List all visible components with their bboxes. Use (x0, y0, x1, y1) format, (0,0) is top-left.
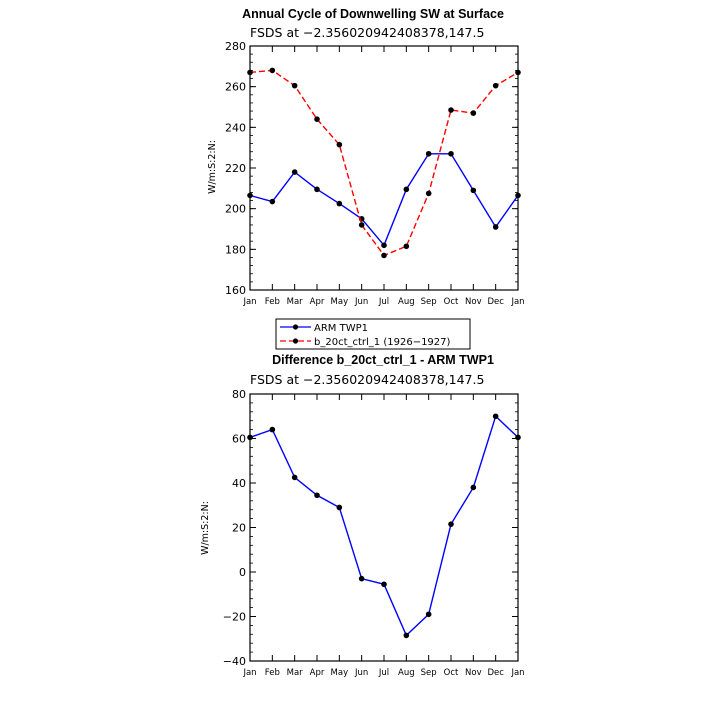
y-tick-label: 220 (225, 162, 246, 175)
plot-frame (249, 45, 519, 291)
data-point (492, 224, 499, 230)
x-tick-label: Aug (398, 297, 415, 307)
y-tick-label: 60 (232, 433, 246, 446)
y-tick-label: 260 (225, 81, 246, 94)
chart-subtitle: FSDS at −2.356020942408378,147.5 (250, 25, 484, 40)
y-tick-label: 180 (225, 243, 246, 256)
series-line-series (249, 414, 519, 637)
x-tick-label: Mar (287, 668, 304, 678)
data-point (425, 190, 432, 197)
y-tick-label: 20 (232, 522, 246, 535)
data-point (403, 632, 410, 639)
x-tick-label: Jan (242, 668, 256, 678)
series-line-arm-twp1 (249, 153, 519, 247)
data-point (336, 504, 343, 511)
y-tick-label: −40 (223, 655, 246, 668)
data-point (358, 222, 365, 228)
legend-label-b-20ct-ctrl-1: b_20ct_ctrl_1 (1926−1927) (314, 337, 451, 348)
series-line-b-20ct-ctrl-1-1926-1927 (249, 69, 519, 257)
x-tick-label: Apr (310, 297, 325, 307)
x-tick-label: Nov (465, 297, 482, 307)
x-tick-label: Sep (421, 297, 437, 307)
x-tick-label: Jan (510, 297, 524, 307)
y-tick-label: 0 (239, 566, 246, 579)
y-axis-label: W/m:S:2:N: (207, 140, 218, 194)
data-point (358, 575, 365, 582)
legend-marker-b-20ct-ctrl-1 (292, 338, 299, 344)
data-point (403, 186, 410, 193)
plot-area: 160 180 200 220 240 260 280 Jan Feb Mar Apr May Jun J… (225, 40, 525, 307)
data-point (448, 521, 454, 527)
x-tick-label: Oct (444, 297, 459, 307)
data-point (470, 187, 477, 194)
x-tick-label: Feb (265, 297, 280, 307)
y-axis-label: W/m:S:2:N: (200, 501, 211, 555)
data-point (314, 116, 320, 122)
y-tick-label: 160 (225, 284, 246, 297)
chart-title: Difference b_20ct_ctrl_1 - ARM TWP1 (272, 353, 494, 367)
y-tick-label: 280 (225, 40, 246, 53)
x-tick-label: Jul (378, 297, 389, 307)
data-point (291, 82, 298, 89)
plot-area: −40 −20 0 20 40 60 80 Jan Feb Mar Apr May Jun Jul Aug S… (223, 388, 525, 678)
x-tick-label: Mar (287, 297, 304, 307)
y-tick-label: 40 (232, 477, 246, 490)
legend-label-arm-twp1: ARM TWP1 (314, 323, 368, 334)
legend-marker-arm-twp1 (292, 324, 299, 330)
plot-frame (249, 393, 519, 662)
data-point (492, 82, 499, 89)
y-tick-label: 80 (232, 388, 246, 401)
data-point (425, 611, 432, 618)
data-point (381, 581, 387, 588)
x-tick-label: Jan (510, 668, 524, 678)
x-tick-label: Jun (354, 297, 368, 307)
data-point (448, 107, 454, 113)
x-tick-label: Dec (487, 668, 504, 678)
x-tick-label: Oct (444, 668, 459, 678)
chart-title: Annual Cycle of Downwelling SW at Surfac… (242, 7, 504, 21)
data-point (470, 484, 477, 491)
x-tick-label: May (331, 668, 349, 678)
data-point (381, 242, 387, 249)
data-point (470, 110, 477, 116)
legend: ARM TWP1 b_20ct_ctrl_1 (1926−1927) (275, 318, 471, 350)
data-point (291, 169, 298, 175)
data-point (291, 474, 298, 481)
data-point (269, 426, 276, 433)
x-tick-label: Aug (398, 668, 415, 678)
difference-chart: Difference b_20ct_ctrl_1 - ARM TWP1 FSDS… (200, 353, 525, 678)
data-point (492, 413, 499, 420)
x-tick-label: Jun (354, 668, 368, 678)
chart-subtitle: FSDS at −2.356020942408378,147.5 (250, 372, 484, 387)
data-point (269, 198, 276, 205)
data-point (269, 67, 276, 74)
x-tick-label: Nov (465, 668, 482, 678)
data-point (425, 150, 432, 157)
data-point (381, 252, 387, 259)
x-tick-label: May (331, 297, 349, 307)
annual-cycle-chart: Annual Cycle of Downwelling SW at Surfac… (207, 7, 525, 350)
x-tick-label: Apr (310, 668, 325, 678)
data-point (336, 141, 343, 148)
y-tick-label: 240 (225, 121, 246, 134)
data-point (336, 200, 343, 207)
x-tick-label: Feb (265, 668, 280, 678)
data-point (403, 243, 410, 250)
x-tick-label: Dec (487, 297, 504, 307)
data-point (314, 492, 320, 499)
data-point (448, 150, 454, 157)
x-tick-label: Sep (421, 668, 437, 678)
x-tick-label: Jul (378, 668, 389, 678)
x-tick-label: Jan (242, 297, 256, 307)
legend-box (275, 318, 471, 350)
data-point (314, 186, 320, 193)
y-tick-label: −20 (223, 611, 246, 624)
y-tick-label: 200 (225, 203, 246, 216)
